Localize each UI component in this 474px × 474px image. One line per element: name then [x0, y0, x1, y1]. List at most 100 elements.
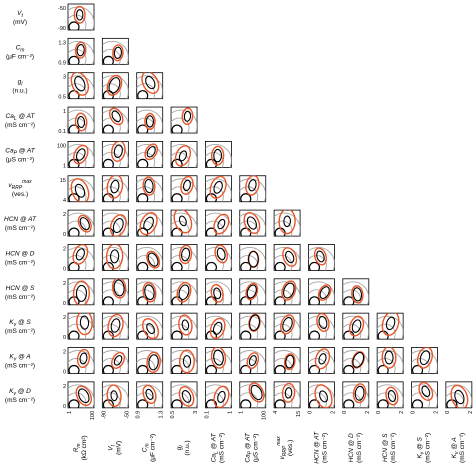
posterior-contour-outer: [213, 385, 230, 408]
panel: [170, 209, 198, 237]
prior-contour-outer: [102, 178, 129, 202]
x-tick-right: 3: [193, 411, 199, 414]
prior-contour-mid: [102, 83, 121, 99]
posterior-contour-outer: [348, 315, 365, 337]
posterior-contour-outer: [248, 313, 261, 332]
prior-contour-outer: [308, 281, 335, 305]
x-tick-right: 100: [90, 411, 96, 420]
posterior-contour-outer: [76, 348, 91, 369]
column-label-unit: (μS cm⁻²): [253, 434, 260, 462]
posterior-contour-inner: [246, 284, 257, 299]
reference-contour: [171, 330, 183, 340]
reference-contour: [171, 399, 183, 408]
panel-contours: [136, 72, 163, 99]
posterior-contour-inner: [112, 218, 124, 234]
row-label-name: Kv @ A: [9, 354, 30, 363]
prior-contour-mid: [205, 255, 224, 271]
x-tick-right: 2: [330, 411, 336, 414]
reference-contour: [137, 399, 149, 408]
column-label-unit: (mV): [115, 441, 122, 455]
panel: [101, 244, 129, 271]
prior-contour-mid: [68, 289, 87, 305]
prior-contour-mid: [136, 358, 156, 374]
prior-contour-outer: [308, 350, 335, 374]
prior-contour-mid: [205, 151, 224, 168]
panel-contours: [136, 384, 163, 408]
panel-contours: [102, 278, 129, 305]
panel: [170, 244, 198, 271]
posterior-contour-outer: [144, 143, 159, 161]
panel: [67, 278, 95, 306]
prior-contour-outer: [68, 247, 94, 271]
prior-contour-outer: [136, 143, 163, 168]
posterior-contour-outer: [142, 318, 160, 340]
posterior-contour-inner: [283, 282, 295, 299]
reference-contour: [240, 296, 252, 305]
column-label-name: HCN @ S: [382, 433, 389, 462]
column-label-name: Rm: [73, 443, 82, 452]
posterior-contour-inner: [183, 110, 192, 122]
y-tick-top: 2: [63, 281, 66, 287]
posterior-contour-inner: [74, 183, 86, 198]
panel-contours: [68, 40, 94, 65]
x-tick-right: 2: [468, 411, 474, 414]
column-label-name: vRRPmax: [276, 436, 288, 460]
panel-contours: [239, 247, 266, 271]
prior-contour-outer: [377, 315, 404, 340]
reference-contour: [240, 261, 252, 271]
column-label-name: Cm: [142, 443, 151, 452]
prior-contour-outer: [102, 350, 129, 374]
posterior-contour-outer: [139, 211, 158, 236]
posterior-contour-inner: [144, 284, 155, 301]
panel: [376, 347, 404, 374]
panel: [136, 347, 164, 374]
panel: [101, 72, 129, 100]
posterior-contour-inner: [145, 75, 156, 90]
panel-contours: [205, 384, 232, 408]
panel: [136, 209, 164, 237]
posterior-contour-outer: [106, 384, 122, 408]
row-label-unit: (mV): [13, 19, 27, 26]
panel-contours: [308, 313, 335, 340]
prior-contour-mid: [377, 323, 396, 340]
panel-contours: [205, 143, 232, 168]
prior-contour-outer: [239, 247, 266, 271]
prior-contour-mid: [171, 358, 190, 374]
reference-contour: [205, 364, 217, 374]
prior-contour-mid: [205, 186, 224, 202]
row-label-name: HCN @ S: [6, 285, 35, 292]
posterior-contour-inner: [110, 249, 120, 264]
panel-contours: [136, 176, 163, 202]
panel: [308, 312, 335, 340]
panel: [170, 106, 198, 134]
panel-contours: [68, 244, 94, 271]
row-label-unit: (mS cm⁻²): [5, 363, 35, 370]
posterior-contour-inner: [178, 284, 190, 301]
reference-contour: [171, 261, 183, 271]
column-label-unit: (mS cm⁻²): [321, 433, 328, 463]
x-tick-right: 100: [262, 411, 268, 420]
posterior-contour-outer: [107, 313, 124, 338]
panel: [411, 347, 438, 374]
y-tick-top: 1.3: [58, 40, 66, 46]
posterior-contour-outer: [178, 314, 193, 336]
panel: [136, 106, 164, 134]
panel-contours: [68, 143, 94, 168]
reference-contour: [137, 90, 149, 99]
panel-contours: [136, 281, 163, 305]
panel: [67, 3, 95, 31]
prior-contour-outer: [205, 281, 232, 305]
panel: [273, 209, 301, 237]
prior-contour-outer: [102, 212, 129, 237]
panel-contours: [239, 382, 266, 408]
prior-contour-mid: [342, 289, 362, 305]
posterior-contour-inner: [282, 317, 293, 332]
posterior-contour-inner: [181, 389, 192, 403]
posterior-contour-inner: [213, 287, 222, 300]
prior-contour-outer: [445, 384, 472, 408]
posterior-contour-outer: [381, 347, 397, 369]
panel-contours: [205, 281, 232, 305]
prior-contour-outer: [136, 75, 163, 99]
column-label-unit: (μF cm⁻²): [150, 434, 157, 462]
reference-contour: [274, 399, 286, 408]
